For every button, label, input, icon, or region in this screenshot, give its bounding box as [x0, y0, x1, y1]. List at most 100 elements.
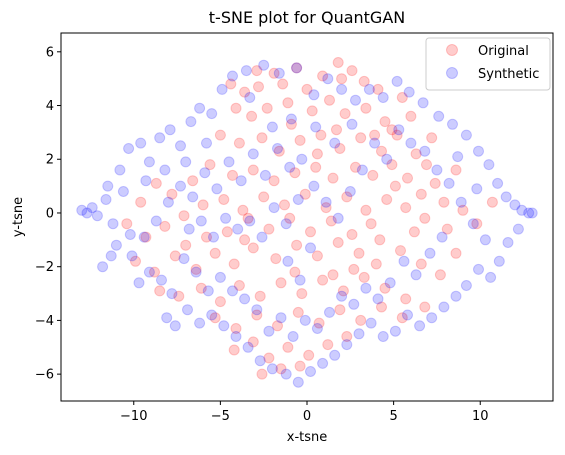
- point-synthetic: [185, 116, 197, 128]
- point-synthetic: [178, 253, 190, 265]
- point-synthetic: [526, 207, 538, 219]
- point-synthetic: [156, 274, 167, 286]
- point-original: [305, 226, 316, 238]
- point-synthetic: [332, 212, 344, 224]
- point-synthetic: [284, 161, 296, 173]
- point-original: [299, 188, 311, 200]
- x-tick-label: −5: [211, 409, 230, 424]
- point-synthetic: [512, 223, 524, 235]
- point-synthetic: [218, 320, 230, 332]
- point-synthetic: [523, 207, 535, 219]
- point-original: [140, 231, 152, 243]
- point-original: [400, 202, 412, 214]
- point-original: [311, 250, 323, 262]
- point-original: [332, 237, 344, 248]
- point-synthetic: [322, 73, 334, 85]
- point-original: [337, 285, 349, 297]
- point-original: [408, 226, 420, 238]
- point-original: [270, 253, 282, 265]
- point-synthetic: [419, 145, 431, 157]
- point-original: [247, 336, 259, 348]
- point-synthetic: [216, 83, 228, 95]
- point-synthetic: [452, 151, 464, 163]
- point-original: [296, 288, 308, 300]
- point-original: [221, 226, 233, 238]
- point-synthetic: [124, 229, 136, 240]
- point-original: [282, 97, 294, 109]
- point-synthetic: [235, 175, 247, 187]
- point-synthetic: [240, 65, 252, 77]
- point-synthetic: [377, 92, 389, 103]
- y-axis-label: y-tsne: [11, 197, 26, 237]
- point-synthetic: [190, 266, 202, 278]
- point-original: [289, 167, 301, 179]
- point-original: [450, 164, 462, 176]
- point-synthetic: [105, 250, 117, 262]
- point-synthetic: [467, 218, 479, 230]
- point-synthetic: [194, 102, 206, 114]
- point-original: [130, 255, 141, 267]
- point-original: [419, 212, 431, 224]
- point-synthetic: [206, 309, 218, 321]
- point-original: [277, 78, 289, 90]
- point-synthetic: [516, 204, 528, 216]
- point-synthetic: [282, 255, 294, 267]
- point-original: [438, 196, 450, 208]
- point-original: [317, 274, 329, 286]
- point-original: [322, 339, 334, 351]
- point-synthetic: [162, 196, 174, 208]
- point-synthetic: [102, 180, 114, 192]
- point-original: [247, 164, 259, 176]
- point-synthetic: [403, 86, 415, 98]
- point-original: [242, 212, 254, 224]
- point-synthetic: [405, 137, 417, 149]
- point-original: [334, 304, 346, 316]
- point-synthetic: [268, 202, 280, 214]
- point-original: [190, 263, 202, 275]
- y-tick-label: 6: [46, 45, 54, 60]
- point-original: [365, 218, 377, 230]
- point-original: [379, 116, 391, 128]
- point-original: [415, 258, 427, 270]
- point-synthetic: [272, 143, 283, 154]
- point-synthetic: [254, 355, 266, 367]
- point-synthetic: [133, 277, 145, 289]
- point-original: [358, 271, 370, 283]
- point-synthetic: [126, 250, 138, 262]
- point-synthetic: [372, 293, 384, 305]
- point-synthetic: [81, 207, 93, 219]
- point-original: [254, 290, 266, 302]
- point-synthetic: [414, 320, 426, 332]
- legend-marker-synthetic: [446, 67, 458, 79]
- point-original: [282, 341, 294, 353]
- point-synthetic: [244, 92, 256, 103]
- point-synthetic: [492, 177, 504, 189]
- point-synthetic: [263, 325, 275, 337]
- point-original: [386, 124, 398, 136]
- point-original: [410, 148, 422, 160]
- point-synthetic: [154, 132, 166, 144]
- point-synthetic: [436, 231, 448, 243]
- point-synthetic: [311, 323, 323, 334]
- legend-marker-original: [446, 44, 458, 56]
- point-original: [379, 282, 391, 294]
- x-tick-label: 10: [472, 409, 489, 424]
- point-original: [214, 129, 226, 141]
- point-original: [315, 129, 327, 141]
- point-original: [275, 363, 287, 375]
- point-original: [336, 73, 348, 85]
- point-synthetic: [194, 317, 206, 329]
- point-original: [292, 306, 304, 318]
- point-original: [251, 309, 263, 321]
- point-synthetic: [110, 239, 122, 251]
- point-synthetic: [384, 277, 396, 289]
- point-original: [301, 83, 313, 95]
- point-synthetic: [450, 290, 462, 302]
- point-synthetic: [346, 118, 358, 130]
- point-original: [441, 223, 453, 235]
- point-synthetic: [308, 89, 320, 101]
- point-synthetic: [266, 363, 278, 375]
- point-synthetic: [341, 339, 353, 351]
- point-synthetic: [280, 218, 292, 230]
